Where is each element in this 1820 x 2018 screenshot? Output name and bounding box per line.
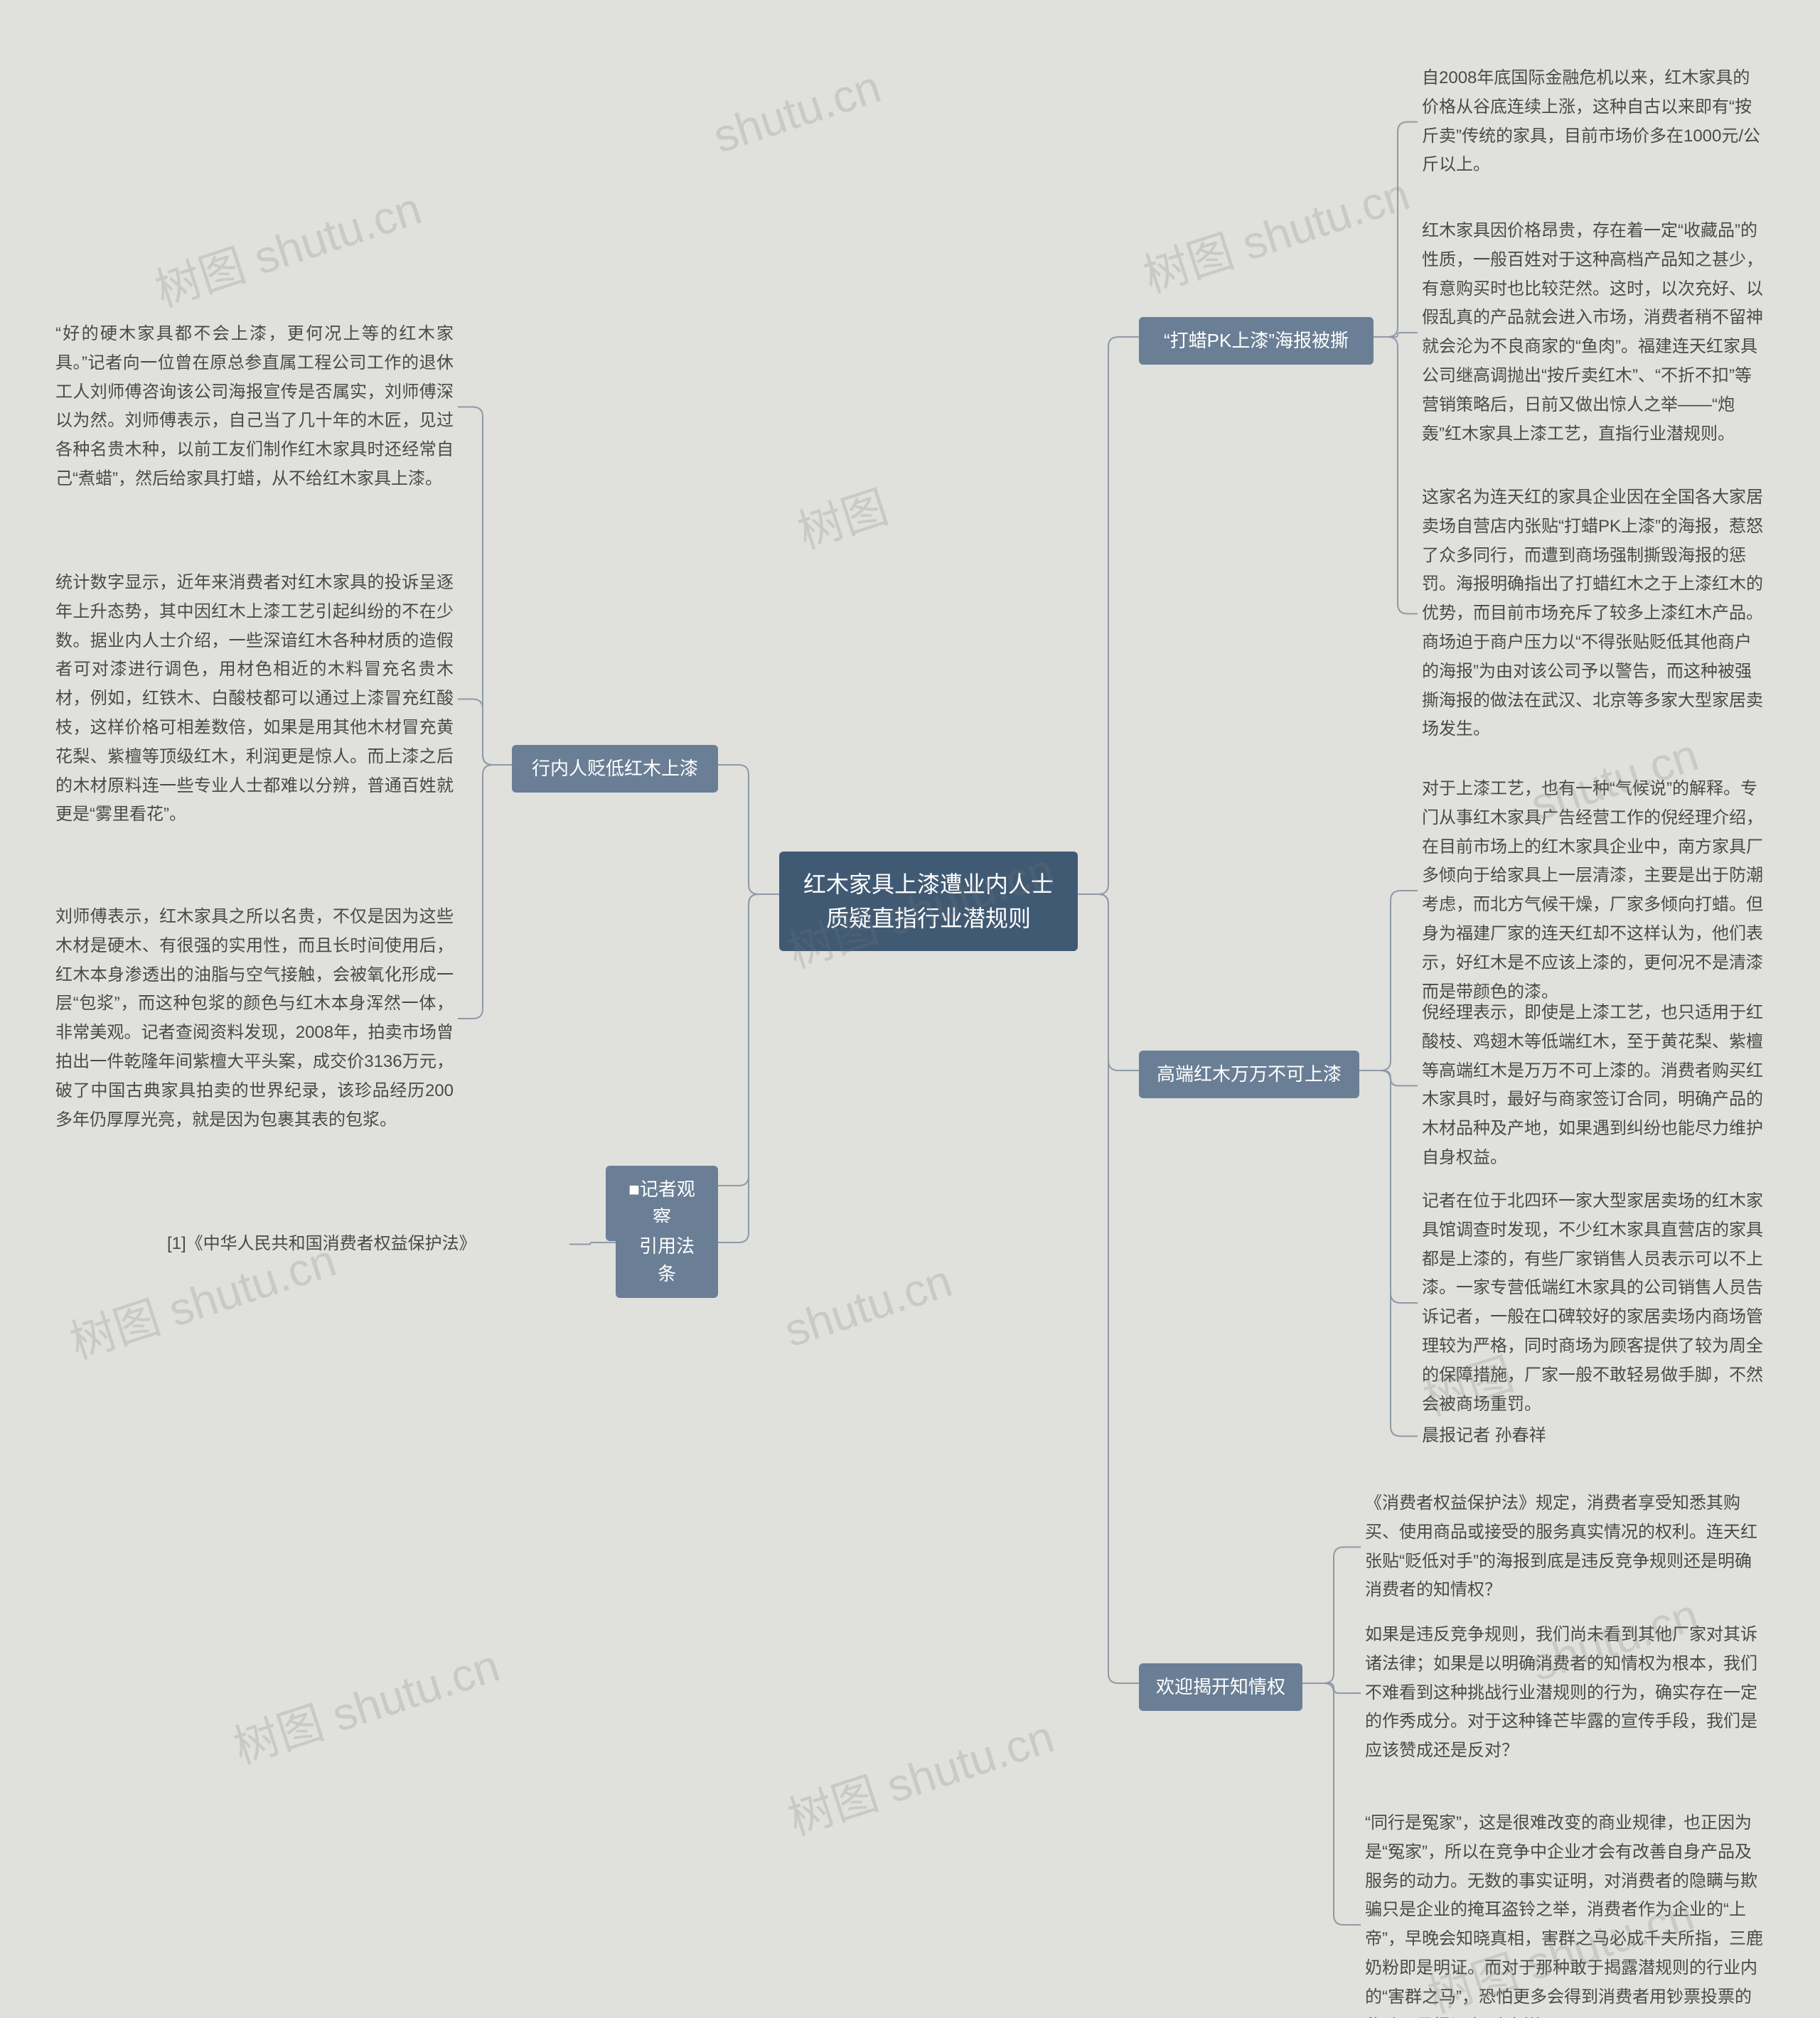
leaf-text: 自2008年底国际金融危机以来，红木家具的价格从谷底连续上涨，这种自古以来即有“… bbox=[1422, 64, 1763, 180]
branch-node: “打蜡PK上漆”海报被撕 bbox=[1139, 317, 1374, 365]
leaf-text: “同行是冤家”，这是很难改变的商业规律，也正因为是“冤家”，所以在竞争中企业才会… bbox=[1365, 1809, 1763, 2018]
watermark: shutu.cn bbox=[778, 1254, 958, 1357]
branch-node: 高端红木万万不可上漆 bbox=[1139, 1051, 1359, 1098]
mindmap-canvas: 红木家具上漆遭业内人士 质疑直指行业潜规则 行内人贬低红木上漆 “好的硬木家具都不会… bbox=[0, 0, 1820, 2018]
watermark: 树图 bbox=[788, 471, 895, 561]
leaf-text: “好的硬木家具都不会上漆，更何况上等的红木家具。”记者向一位曾在原总参直属工程公… bbox=[55, 320, 454, 494]
branch-node: 欢迎揭开知情权 bbox=[1139, 1663, 1302, 1711]
leaf-text: 晨报记者 孙春祥 bbox=[1422, 1422, 1763, 1451]
leaf-text: 这家名为连天红的家具企业因在全国各大家居卖场自营店内张贴“打蜡PK上漆”的海报，… bbox=[1422, 483, 1763, 744]
watermark: shutu.cn bbox=[707, 60, 887, 163]
leaf-text: 倪经理表示，即使是上漆工艺，也只适用于红酸枝、鸡翅木等低端红木，至于黄花梨、紫檀… bbox=[1422, 999, 1763, 1173]
leaf-text: 统计数字显示，近年来消费者对红木家具的投诉呈逐年上升态势，其中因红木上漆工艺引起… bbox=[55, 569, 454, 830]
branch-node: 行内人贬低红木上漆 bbox=[512, 745, 718, 793]
watermark: 树图 shutu.cn bbox=[224, 1629, 506, 1776]
watermark: 树图 shutu.cn bbox=[778, 1700, 1061, 1847]
branch-node: 引用法条 bbox=[616, 1223, 718, 1298]
watermark: 树图 shutu.cn bbox=[1134, 158, 1416, 305]
leaf-text: 《消费者权益保护法》规定，消费者享受知悉其购买、使用商品或接受的服务真实情况的权… bbox=[1365, 1489, 1763, 1605]
leaf-text: 红木家具因价格昂贵，存在着一定“收藏品”的性质，一般百姓对于这种高档产品知之甚少… bbox=[1422, 217, 1763, 449]
watermark: 树图 shutu.cn bbox=[146, 172, 428, 319]
leaf-text: 刘师傅表示，红木家具之所以名贵，不仅是因为这些木材是硬木、有很强的实用性，而且长… bbox=[55, 903, 454, 1134]
leaf-text: 记者在位于北四环一家大型家居卖场的红木家具馆调查时发现，不少红木家具直营店的家具… bbox=[1422, 1187, 1763, 1419]
leaf-text: [1]《中华人民共和国消费者权益保护法》 bbox=[167, 1230, 565, 1259]
leaf-text: 对于上漆工艺，也有一种“气候说”的解释。专门从事红木家具广告经营工作的倪经理介绍… bbox=[1422, 775, 1763, 1007]
leaf-text: 如果是违反竞争规则，我们尚未看到其他厂家对其诉诸法律；如果是以明确消费者的知情权… bbox=[1365, 1621, 1763, 1766]
root-node: 红木家具上漆遭业内人士 质疑直指行业潜规则 bbox=[779, 852, 1078, 951]
